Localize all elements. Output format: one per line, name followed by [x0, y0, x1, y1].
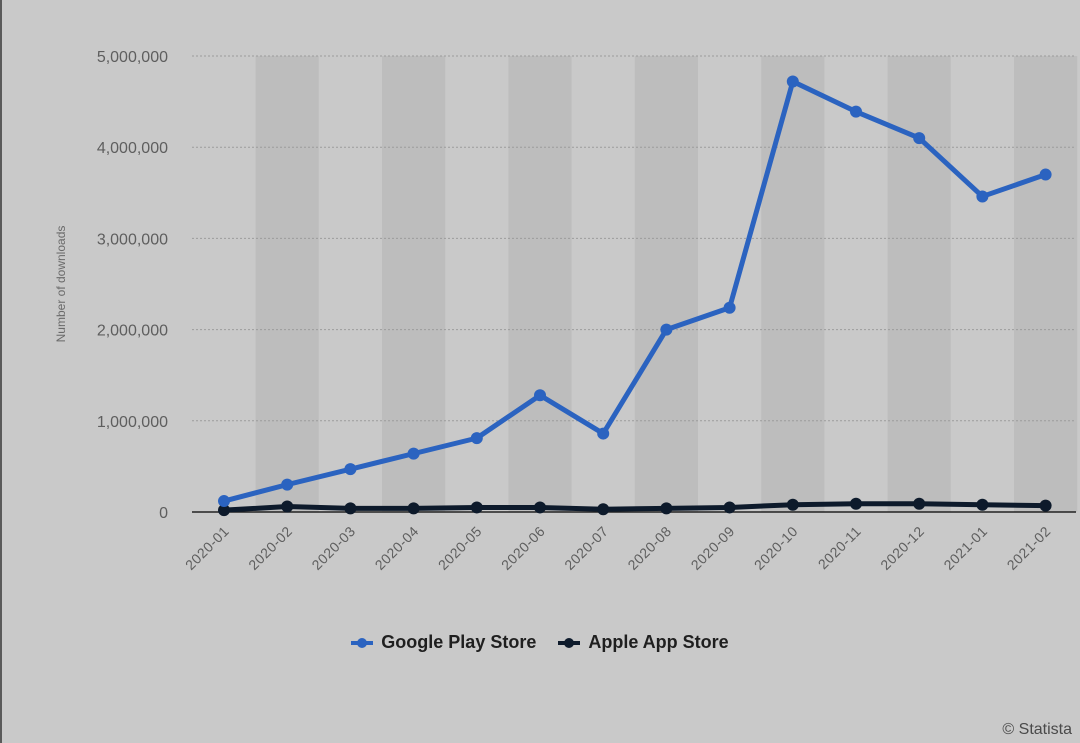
x-tick-label: 2020-04 — [372, 523, 422, 573]
data-point-apple-app-store[interactable] — [660, 502, 673, 515]
column-band — [255, 56, 319, 512]
data-point-apple-app-store[interactable] — [597, 503, 610, 516]
data-point-google-play-store[interactable] — [723, 301, 736, 314]
data-point-google-play-store[interactable] — [470, 432, 483, 445]
data-point-apple-app-store[interactable] — [976, 498, 989, 511]
series-layer — [218, 75, 1052, 517]
data-point-apple-app-store[interactable] — [786, 498, 799, 511]
data-point-apple-app-store[interactable] — [1039, 499, 1052, 512]
column-band — [887, 56, 951, 512]
x-tick-label: 2020-05 — [435, 523, 485, 573]
x-tick-label: 2020-02 — [245, 523, 295, 573]
column-band — [508, 56, 572, 512]
data-point-google-play-store[interactable] — [407, 447, 420, 460]
y-tick-label: 1,000,000 — [97, 414, 168, 431]
legend-swatch-apple-app-store — [558, 637, 581, 648]
x-tick-label: 2020-11 — [815, 523, 864, 572]
data-point-google-play-store[interactable] — [344, 463, 357, 476]
data-point-google-play-store[interactable] — [913, 132, 926, 145]
x-tick-label: 2020-12 — [877, 523, 927, 573]
y-tick-label: 0 — [159, 505, 168, 522]
legend-item-google-play[interactable]: Google Play Store — [351, 632, 536, 653]
column-band — [382, 56, 446, 512]
x-tick-label: 2020-08 — [624, 523, 674, 573]
x-tick-label: 2020-06 — [498, 523, 548, 573]
x-tick-label: 2020-09 — [688, 523, 738, 573]
data-point-apple-app-store[interactable] — [407, 502, 420, 515]
series-apple-app-store — [218, 497, 1052, 517]
x-tick-label: 2020-03 — [308, 523, 358, 573]
series-line-apple-app-store — [221, 501, 1049, 513]
data-point-google-play-store[interactable] — [534, 389, 546, 402]
y-tick-label: 5,000,000 — [97, 49, 168, 66]
y-tick-label: 2,000,000 — [97, 323, 168, 340]
x-axis-ticks: 2020-01 2020-02 2020-03 2020-04 2020-05 2020-… — [182, 523, 1054, 573]
legend-swatch-google-play — [351, 637, 374, 648]
series-google-play-store — [218, 75, 1052, 508]
x-tick-label: 2020-10 — [751, 523, 801, 573]
data-point-google-play-store[interactable] — [660, 323, 673, 336]
data-point-apple-app-store[interactable] — [850, 497, 862, 510]
source-credit[interactable]: © Statista — [1002, 721, 1072, 738]
y-axis-ticks: 0 1,000,000 2,000,000 3,000,000 4,000,000 5,0… — [97, 49, 168, 522]
data-point-google-play-store[interactable] — [218, 495, 230, 508]
legend-label-google-play: Google Play Store — [381, 632, 537, 652]
window-edge — [0, 0, 2, 743]
data-point-google-play-store[interactable] — [850, 105, 862, 118]
data-point-apple-app-store[interactable] — [723, 501, 736, 514]
x-tick-label: 2021-01 — [940, 523, 990, 573]
legend-item-apple-app-store[interactable]: Apple App Store — [558, 632, 729, 653]
data-point-apple-app-store[interactable] — [281, 500, 294, 513]
data-point-apple-app-store[interactable] — [470, 501, 483, 514]
data-point-apple-app-store[interactable] — [913, 497, 926, 510]
legend: Google Play Store Apple App Store — [0, 632, 1080, 653]
column-band — [761, 56, 825, 512]
data-point-google-play-store[interactable] — [281, 478, 294, 491]
y-tick-label: 4,000,000 — [97, 140, 168, 157]
column-band — [1014, 56, 1078, 512]
legend-label-apple-app-store: Apple App Store — [588, 632, 729, 652]
column-bands — [255, 56, 1078, 512]
data-point-google-play-store[interactable] — [786, 75, 799, 88]
x-tick-label: 2020-01 — [182, 523, 232, 573]
x-tick-label: 2021-02 — [1004, 523, 1054, 573]
data-point-apple-app-store[interactable] — [534, 501, 546, 514]
x-tick-label: 2020-07 — [561, 523, 611, 573]
data-point-apple-app-store[interactable] — [344, 502, 357, 515]
data-point-google-play-store[interactable] — [597, 427, 610, 440]
data-point-apple-app-store[interactable] — [218, 504, 230, 517]
series-line-google-play-store — [221, 79, 1049, 504]
data-point-google-play-store[interactable] — [1039, 168, 1052, 181]
y-tick-label: 3,000,000 — [97, 231, 168, 248]
y-axis-label: Number of downloads — [54, 226, 68, 343]
column-band — [634, 56, 698, 512]
data-point-google-play-store[interactable] — [976, 190, 989, 203]
